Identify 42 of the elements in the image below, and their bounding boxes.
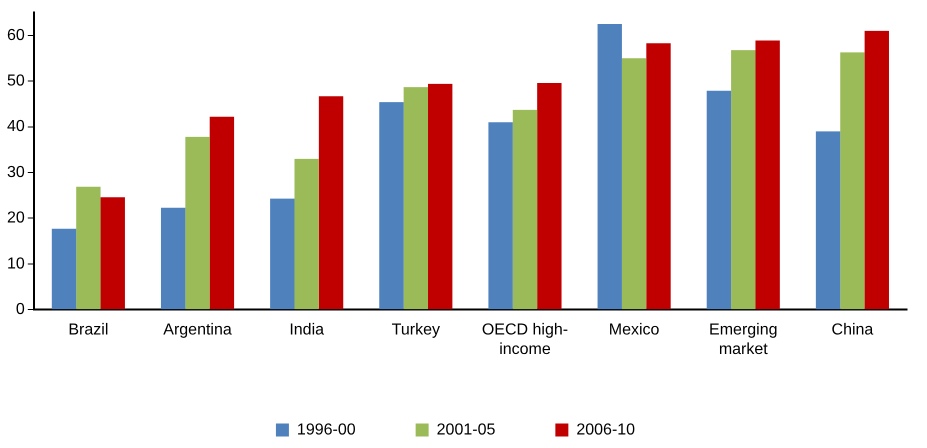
bar [622, 58, 646, 310]
bar [755, 40, 780, 310]
bar [210, 116, 234, 310]
bar [185, 136, 210, 310]
bar [379, 102, 404, 310]
y-tick-label: 0 [16, 301, 25, 318]
bar [488, 122, 513, 310]
y-tick-label: 50 [7, 72, 25, 90]
x-tick-label: Turkey [392, 322, 440, 339]
bar [840, 52, 865, 310]
bar [816, 131, 840, 310]
x-tick-label: China [832, 322, 874, 339]
bar [537, 82, 562, 310]
y-tick-label: 40 [7, 118, 25, 136]
y-tick-label: 60 [7, 26, 25, 44]
bar [76, 186, 101, 310]
bar [160, 208, 186, 310]
bar [428, 84, 452, 310]
x-tick-label: OECD high-income [482, 322, 568, 358]
x-tick-label: Argentina [163, 322, 232, 339]
bar [864, 30, 889, 310]
bar [706, 90, 732, 310]
legend-label: 2001-05 [436, 421, 496, 438]
bar [318, 96, 344, 310]
y-tick-label: 30 [7, 164, 25, 181]
bar [646, 43, 671, 310]
bar [52, 228, 76, 310]
legend-label: 2006-10 [576, 421, 636, 438]
bar [404, 87, 428, 310]
x-tick-label: Brazil [68, 322, 108, 339]
bar [512, 110, 538, 310]
y-tick-label: 20 [7, 210, 25, 227]
bar [100, 197, 125, 310]
bar [731, 50, 756, 310]
x-tick-label: Mexico [608, 322, 660, 339]
bar [294, 158, 319, 310]
bar [270, 198, 294, 310]
legend-label: 1996-00 [296, 421, 356, 438]
bar [598, 24, 622, 310]
y-tick-label: 10 [7, 255, 25, 272]
x-tick-label: Emerging market [709, 322, 778, 358]
x-tick-label: India [289, 322, 324, 339]
